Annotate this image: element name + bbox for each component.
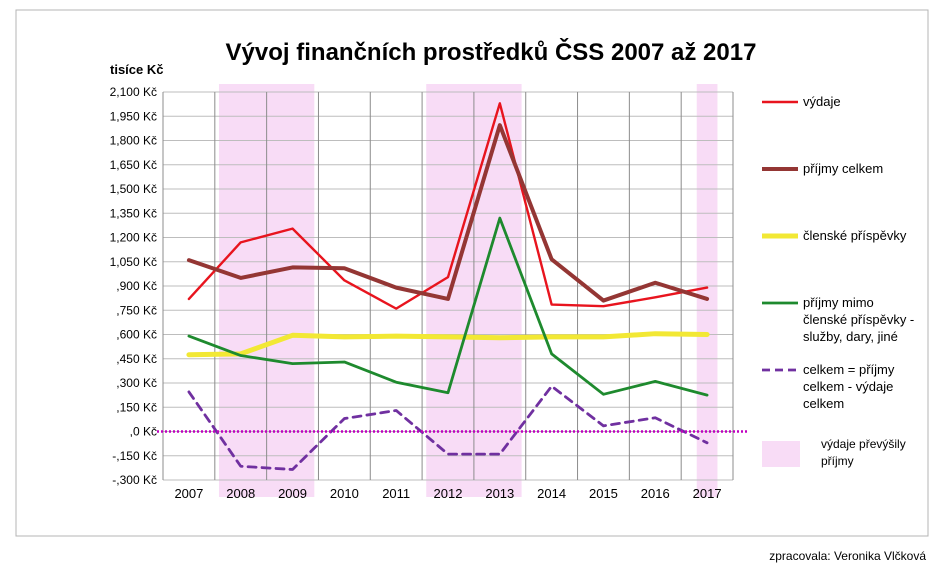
legend-label-1: výdaje (803, 94, 841, 109)
x-tick-label: 2010 (330, 486, 359, 501)
series-line-2 (186, 123, 710, 303)
series-line-3 (186, 331, 710, 358)
y-tick-label: 1,050 Kč (110, 255, 157, 269)
y-tick-label: ,300 Kč (116, 376, 157, 390)
y-tick-label: ,150 Kč (116, 400, 157, 414)
y-tick-label: ,0 Kč (130, 425, 157, 439)
series-line-1 (187, 102, 709, 310)
y-tick-label: ,750 Kč (116, 303, 157, 317)
x-tick-label: 2008 (226, 486, 255, 501)
legend-label-4: příjmy mimo členské příspěvky -služby, da… (803, 295, 914, 344)
y-axis-label: tisíce Kč (110, 62, 163, 77)
x-tick-label: 2015 (589, 486, 618, 501)
y-tick-label: 1,500 Kč (110, 182, 157, 196)
x-tick-label: 2016 (641, 486, 670, 501)
x-tick-label: 2014 (537, 486, 566, 501)
x-tick-label: 2017 (693, 486, 722, 501)
y-tick-label: -,150 Kč (112, 449, 157, 463)
x-tick-label: 2012 (434, 486, 463, 501)
y-tick-label: 1,800 Kč (110, 134, 157, 148)
y-tick-label: 1,350 Kč (110, 206, 157, 220)
legend-swatch-highlight (762, 441, 800, 467)
highlight-band (696, 84, 718, 497)
x-tick-label: 2013 (485, 486, 514, 501)
y-tick-label: -,300 Kč (112, 473, 157, 487)
y-tick-label: 1,200 Kč (110, 231, 157, 245)
legend-label-highlight: výdaje převýšily příjmy (821, 437, 906, 468)
series-line-4 (187, 216, 709, 397)
legend-label-3: členské příspěvky (803, 228, 907, 243)
x-tick-label: 2011 (382, 486, 410, 501)
y-tick-label: ,900 Kč (116, 279, 157, 293)
y-tick-label: 2,100 Kč (110, 85, 157, 99)
y-tick-label: ,600 Kč (116, 328, 157, 342)
x-tick-label: 2009 (278, 486, 307, 501)
y-tick-label: ,450 Kč (116, 352, 157, 366)
y-tick-label: 1,950 Kč (110, 109, 157, 123)
credit-annotation: zpracovala: Veronika Vlčková (769, 549, 926, 563)
y-tick-label: 1,650 Kč (110, 158, 157, 172)
legend-label-2: příjmy celkem (803, 161, 883, 176)
x-tick-label: 2007 (174, 486, 203, 501)
legend-label-5: celkem = příjmy celkem - výdaje celkem (803, 362, 895, 411)
series-line-5 (187, 384, 709, 471)
chart-title: Vývoj finančních prostředků ČSS 2007 až … (226, 38, 757, 66)
